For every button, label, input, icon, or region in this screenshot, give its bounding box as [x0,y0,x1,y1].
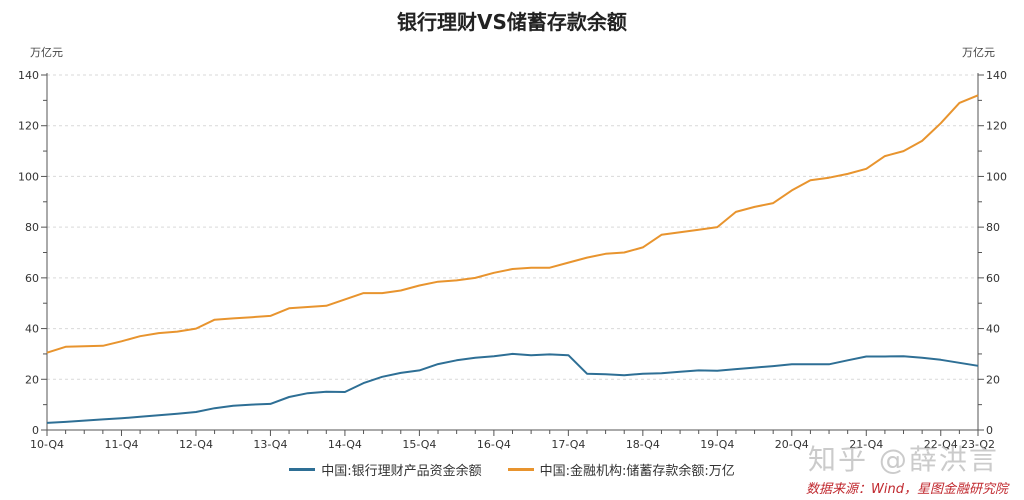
right-tick-label: 120 [986,120,1007,133]
x-tick-label: 22-Q4 [924,438,958,451]
right-tick-label: 80 [986,221,1000,234]
right-tick-label: 0 [986,424,993,437]
x-tick-label: 18-Q4 [626,438,660,451]
right-tick-label: 100 [986,170,1007,183]
x-tick-label: 17-Q4 [551,438,585,451]
left-axis-unit: 万亿元 [30,46,63,59]
legend-item-wealth-products[interactable]: 中国:银行理财产品资金余额 [289,460,482,479]
x-tick-label: 19-Q4 [700,438,734,451]
left-tick-label: 20 [25,373,39,386]
x-tick-label: 15-Q4 [402,438,436,451]
left-tick-label: 120 [18,120,39,133]
x-tick-label: 23-Q2 [961,438,995,451]
right-tick-label: 140 [986,69,1007,82]
x-tick-label: 20-Q4 [775,438,809,451]
left-tick-label: 80 [25,221,39,234]
series-line-wealth-products [46,352,979,424]
right-axis-unit: 万亿元 [962,46,995,59]
x-tick-label: 10-Q4 [30,438,64,451]
right-tick-label: 40 [986,323,1000,336]
legend-item-savings-deposits[interactable]: 中国:金融机构:储蓄存款余额:万亿 [507,460,735,479]
legend-label: 中国:金融机构:储蓄存款余额:万亿 [539,464,735,479]
data-source: 数据来源：Wind，星图金融研究院 [806,482,1008,497]
left-tick-label: 0 [32,424,39,437]
legend-swatch-blue [289,468,316,471]
series-line-savings-deposits [46,94,979,354]
left-tick-label: 100 [18,170,39,183]
x-tick-label: 21-Q4 [849,438,883,451]
legend-swatch-orange [507,468,534,471]
x-tick-label: 12-Q4 [179,438,213,451]
left-tick-label: 140 [18,69,39,82]
watermark: 知乎 @薛洪言 [808,443,999,476]
x-tick-label: 14-Q4 [328,438,362,451]
x-tick-label: 16-Q4 [477,438,511,451]
right-tick-label: 60 [986,272,1000,285]
right-tick-label: 20 [986,373,1000,386]
legend: 中国:银行理财产品资金余额 中国:金融机构:储蓄存款余额:万亿 [0,460,1024,479]
legend-label: 中国:银行理财产品资金余额 [321,464,482,479]
chart-title: 银行理财VS储蓄存款余额 [397,10,627,34]
left-tick-label: 40 [25,323,39,336]
x-tick-label: 13-Q4 [253,438,287,451]
left-tick-label: 60 [25,272,39,285]
x-tick-label: 11-Q4 [104,438,138,451]
